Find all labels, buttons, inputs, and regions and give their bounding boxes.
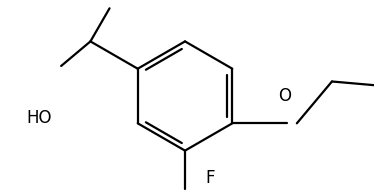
Text: F: F — [205, 169, 214, 187]
Text: HO: HO — [26, 109, 52, 127]
Text: O: O — [278, 87, 291, 105]
